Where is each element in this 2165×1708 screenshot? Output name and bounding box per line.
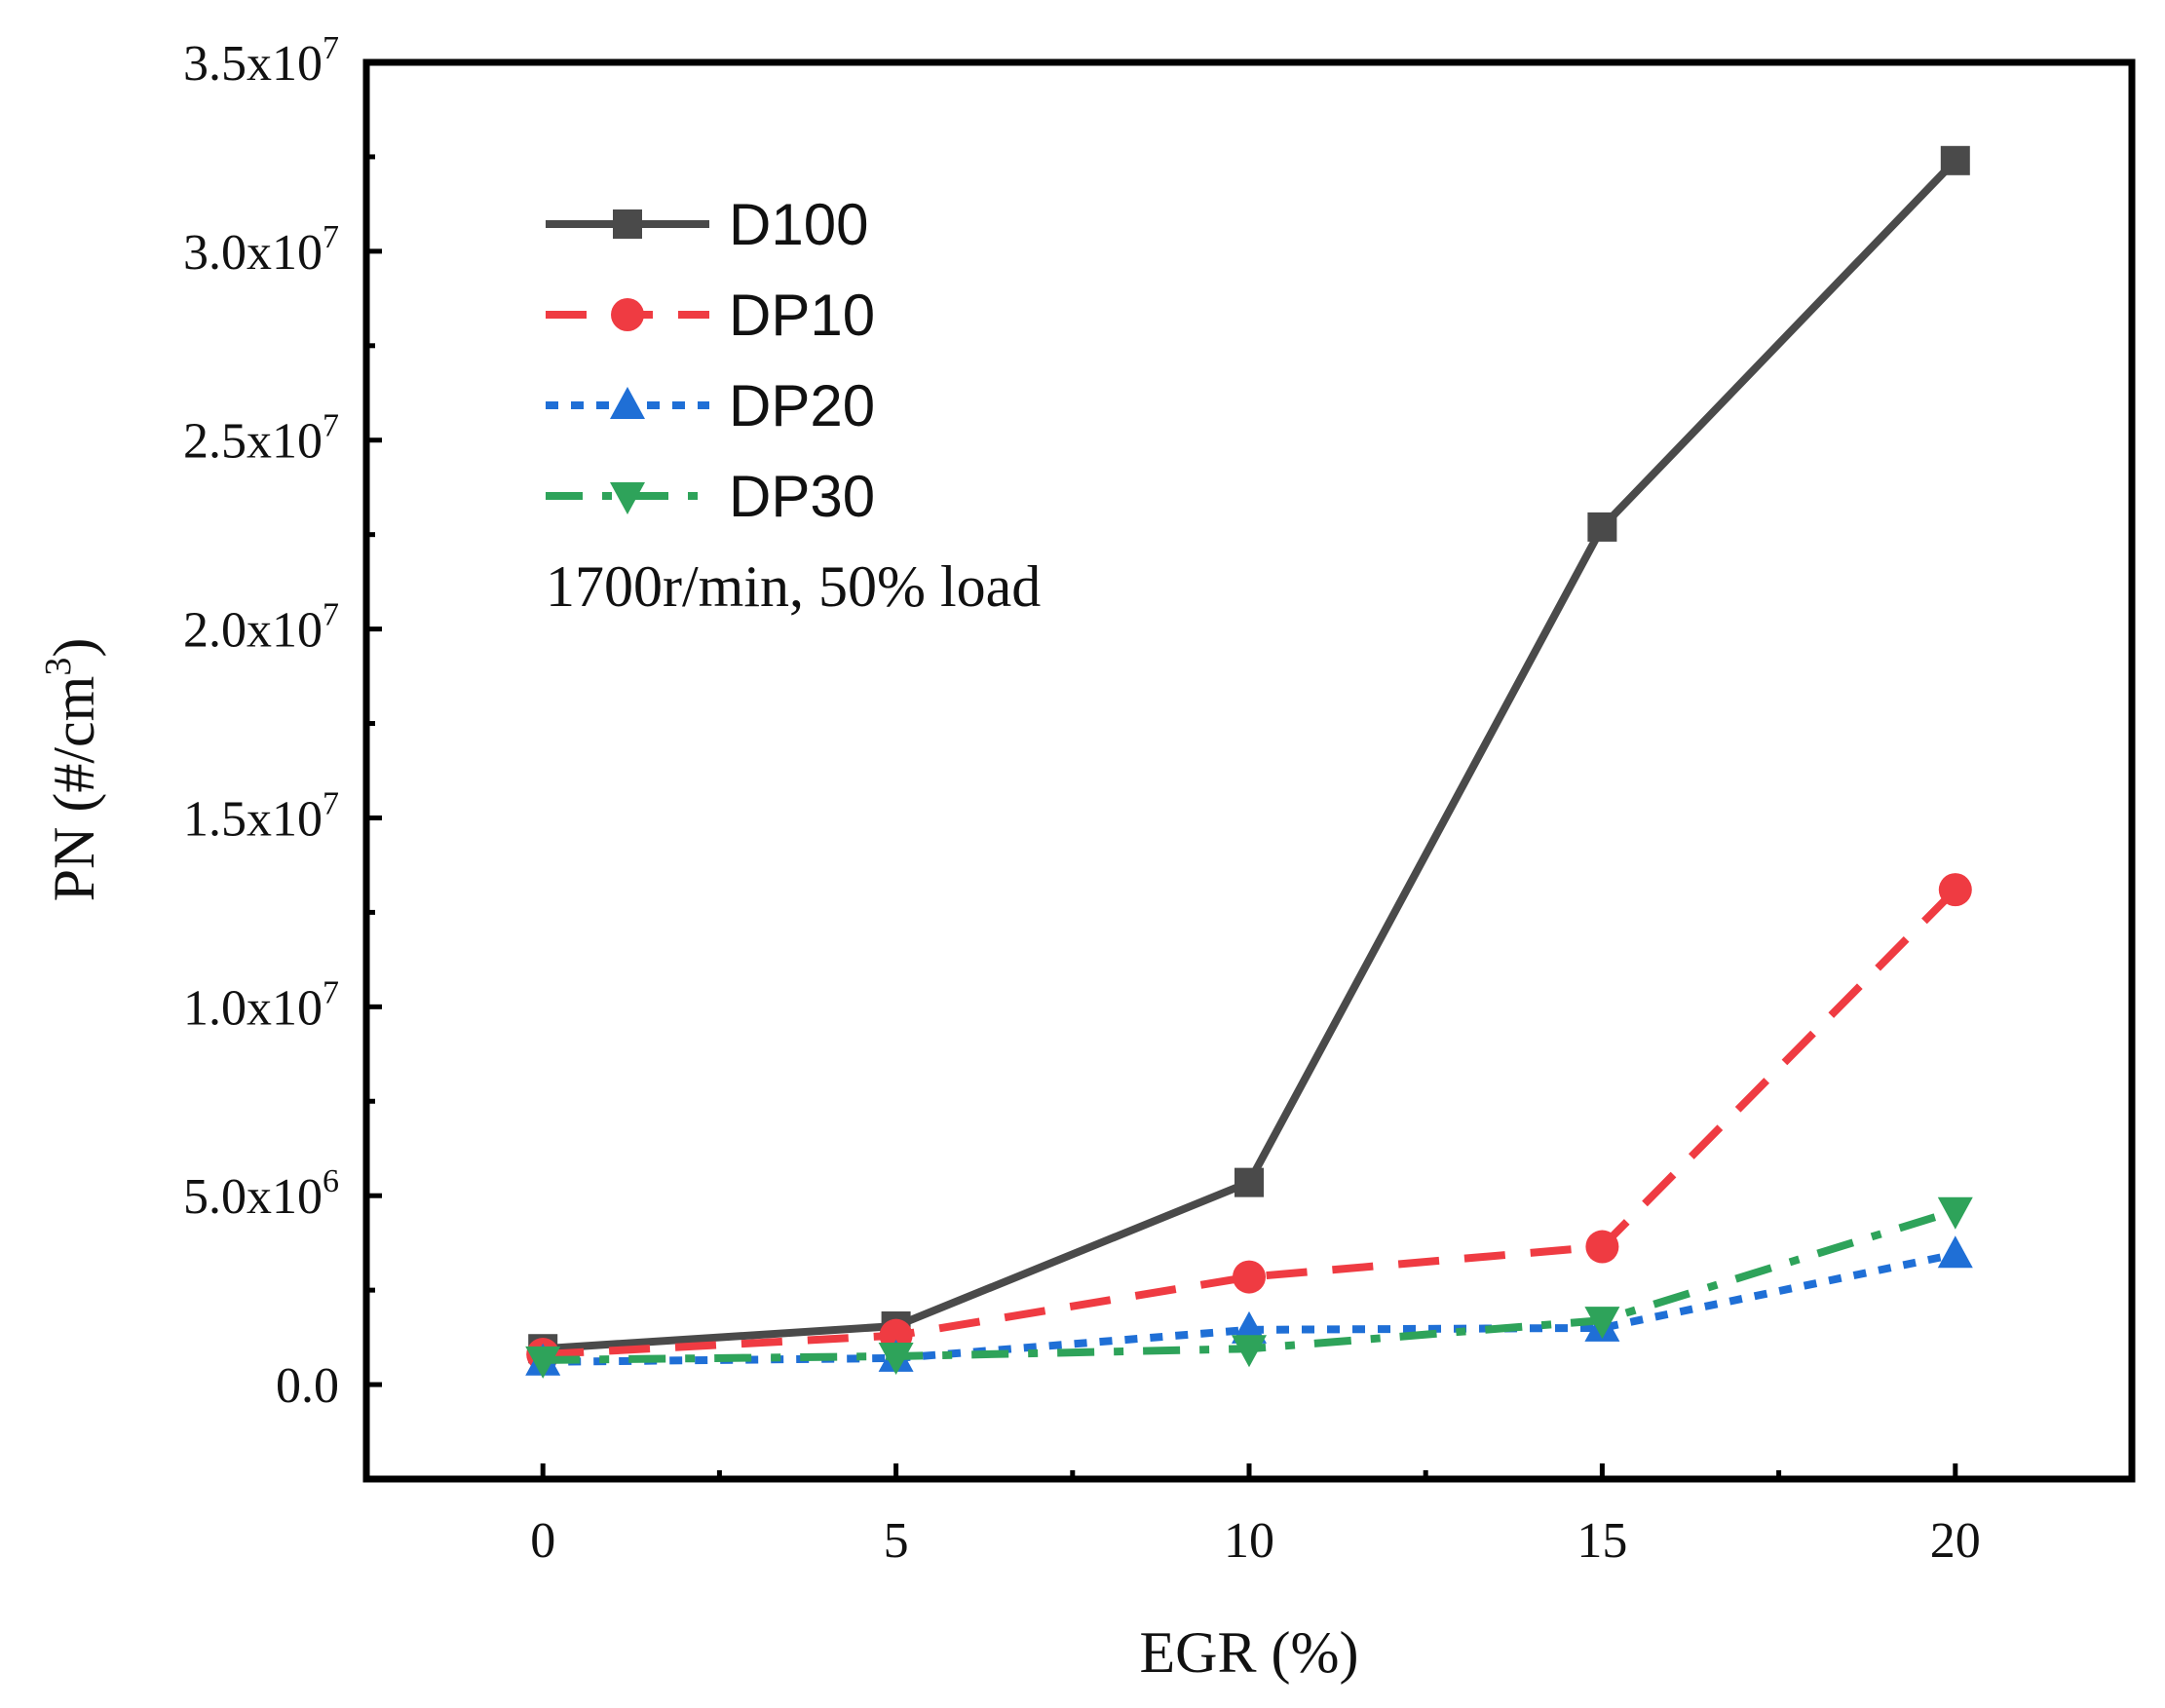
y-tick-mantissa: 3.5x10	[183, 36, 323, 92]
legend-label-dp30: DP30	[729, 464, 875, 529]
legend-marker-dp20	[610, 387, 645, 419]
y-tick-mantissa: 5.0x10	[183, 1169, 323, 1225]
series-layer	[525, 145, 1973, 1379]
condition-annotation: 1700r/min, 50% load	[546, 554, 1041, 619]
ticks-layer: 0 5 10 15 200.05.0x1061.0x1071.5x1072.0x1072…	[183, 30, 1981, 1569]
plot-frame	[362, 58, 2136, 1483]
data-point-dp10	[1938, 873, 1972, 907]
y-tick-label: 1.0x107	[183, 974, 339, 1036]
y-tick-exponent: 7	[323, 30, 339, 66]
data-point-dp10	[1585, 1230, 1619, 1264]
y-tick-mantissa: 2.5x10	[183, 414, 323, 470]
y-axis-title: PN (#/cm3)	[38, 638, 106, 902]
y-tick-exponent: 7	[323, 597, 339, 633]
y-tick-label: 3.5x107	[183, 30, 339, 92]
x-tick-label: 10	[1224, 1513, 1274, 1569]
y-tick-label: 1.5x107	[183, 785, 339, 847]
data-point-dp30	[1584, 1307, 1620, 1340]
data-point-dp20	[1937, 1235, 1973, 1269]
legend-marker-d100	[613, 209, 642, 239]
legend-label-dp10: DP10	[729, 283, 875, 348]
x-tick-label: 5	[884, 1513, 909, 1569]
y-tick-exponent: 7	[323, 408, 339, 444]
y-axis-title-sup: 3	[38, 658, 79, 676]
data-point-dp30	[878, 1342, 914, 1375]
y-tick-label: 2.5x107	[183, 408, 339, 470]
y-tick-mantissa: 2.0x10	[183, 603, 323, 659]
data-point-d100	[1587, 512, 1617, 542]
y-tick-exponent: 7	[323, 974, 339, 1010]
legend-marker-dp10	[611, 298, 644, 331]
y-axis-title-end: )	[42, 638, 106, 658]
y-tick-exponent: 7	[323, 219, 339, 255]
data-point-dp30	[1232, 1335, 1267, 1368]
y-tick-exponent: 7	[323, 785, 339, 821]
data-point-d100	[1234, 1167, 1264, 1197]
data-point-d100	[1940, 145, 1970, 175]
x-axis-title: EGR (%)	[1140, 1620, 1359, 1685]
x-tick-label: 15	[1576, 1513, 1627, 1569]
legend-label-d100: D100	[729, 192, 868, 257]
y-tick-label: 5.0x106	[183, 1163, 339, 1225]
y-tick-mantissa: 0.0	[276, 1358, 339, 1414]
y-axis-title-base: PN (#/cm	[42, 676, 106, 902]
x-tick-label: 0	[530, 1513, 555, 1569]
legend-label-dp20: DP20	[729, 373, 875, 438]
y-tick-mantissa: 3.0x10	[183, 225, 323, 281]
data-point-dp30	[525, 1346, 561, 1379]
y-tick-label: 2.0x107	[183, 597, 339, 659]
x-tick-label: 20	[1930, 1513, 1981, 1569]
y-tick-label: 3.0x107	[183, 219, 339, 281]
y-tick-mantissa: 1.5x10	[183, 791, 323, 847]
series-line-dp10	[542, 887, 1958, 1359]
y-tick-exponent: 6	[323, 1163, 339, 1199]
y-tick-mantissa: 1.0x10	[183, 980, 323, 1036]
legend-marker-dp30	[610, 482, 645, 514]
data-point-dp30	[1937, 1196, 1973, 1230]
legend: D100 DP10 DP20 DP30	[546, 192, 875, 529]
data-point-dp10	[1233, 1260, 1266, 1294]
y-tick-label: 0.0	[276, 1358, 339, 1414]
